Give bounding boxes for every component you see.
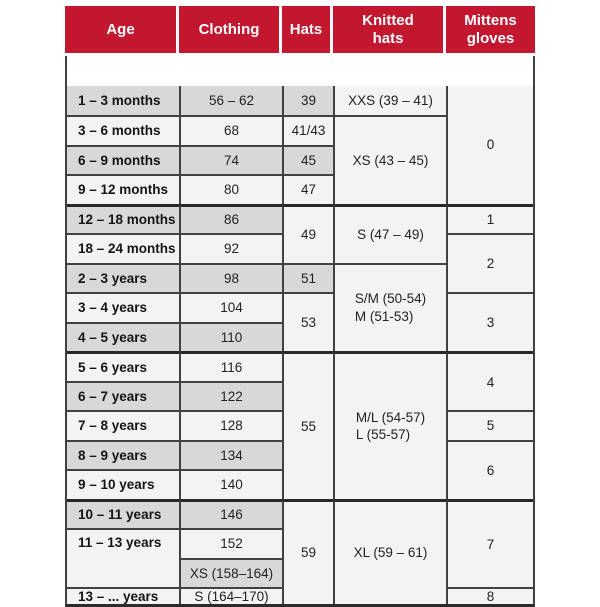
hats-cell: 39: [282, 85, 333, 115]
hats-cell: 47: [282, 174, 333, 204]
clothing-cell: 122: [179, 380, 282, 410]
col-header-hats: Hats: [282, 6, 333, 53]
mittens-cell: 1: [446, 203, 533, 233]
mittens-cell: 5: [446, 410, 533, 440]
age-cell: 5 – 6 years: [67, 351, 179, 381]
col-header-clothing: Clothing: [179, 6, 282, 53]
hats-cell: 51: [282, 262, 333, 292]
clothing-cell: 140: [179, 469, 282, 499]
knitted-hats-lines: M/L (54-57) L (55-57): [355, 409, 426, 443]
clothing-cell: S (164–170): [179, 587, 282, 604]
age-cell: 1 – 3 months: [67, 85, 179, 115]
mittens-cell: 3: [446, 292, 533, 351]
col-header-age: Age: [65, 6, 179, 53]
clothing-cell: 56 – 62: [179, 85, 282, 115]
age-cell: 8 – 9 years: [67, 439, 179, 469]
hats-cell: 49: [282, 203, 333, 263]
clothing-cell: 68: [179, 115, 282, 145]
clothing-cell: 146: [179, 498, 282, 528]
col-header-mittens-gloves: Mittens gloves: [446, 6, 535, 53]
clothing-cell: 98: [179, 262, 282, 292]
clothing-cell: 104: [179, 292, 282, 322]
knitted-hats-cell: XL (59 – 61): [333, 498, 446, 604]
hats-cell: 59: [282, 498, 333, 604]
clothing-cell: 86: [179, 203, 282, 233]
hats-cell: 45: [282, 144, 333, 174]
col-header-knitted-hats: Knitted hats: [333, 6, 446, 53]
age-cell: 13 – ... years: [67, 587, 179, 604]
knitted-hats-cell: XS (43 – 45): [333, 115, 446, 204]
age-cell: 6 – 9 months: [67, 144, 179, 174]
knitted-hats-lines: S/M (50-54) M (51-53): [354, 291, 427, 324]
knitted-hats-cell: M/L (54-57) L (55-57): [333, 351, 446, 499]
clothing-cell: 92: [179, 233, 282, 263]
age-cell: 3 – 4 years: [67, 292, 179, 322]
mittens-cell: 8: [446, 587, 533, 604]
size-chart: Age Clothing Hats Knitted hats Mittens g…: [65, 6, 535, 607]
mittens-cell: 7: [446, 498, 533, 587]
size-chart-table-body: 1 – 3 months 56 – 62 39 XXS (39 – 41) 0 …: [65, 56, 535, 607]
age-cell: 2 – 3 years: [67, 262, 179, 292]
age-cell: 3 – 6 months: [67, 115, 179, 145]
age-cell: 12 – 18 months: [67, 203, 179, 233]
hats-cell: 55: [282, 351, 333, 499]
age-cell: 4 – 5 years: [67, 321, 179, 351]
knitted-hats-cell: S (47 – 49): [333, 203, 446, 263]
age-cell: 10 – 11 years: [67, 498, 179, 528]
clothing-cell: 116: [179, 351, 282, 381]
age-cell: 6 – 7 years: [67, 380, 179, 410]
clothing-cell: XS (158–164): [179, 557, 282, 587]
hats-cell: 41/43: [282, 115, 333, 145]
clothing-cell: 134: [179, 439, 282, 469]
clothing-cell: 80: [179, 174, 282, 204]
clothing-cell: 74: [179, 144, 282, 174]
hats-cell: 53: [282, 292, 333, 351]
knitted-hats-cell: S/M (50-54) M (51-53): [333, 262, 446, 351]
mittens-cell: 4: [446, 351, 533, 410]
age-cell: 7 – 8 years: [67, 410, 179, 440]
mittens-cell: 2: [446, 233, 533, 292]
mittens-cell: 6: [446, 439, 533, 499]
knitted-hats-cell: XXS (39 – 41): [333, 85, 446, 115]
age-cell: 9 – 10 years: [67, 469, 179, 499]
age-cell: 9 – 12 months: [67, 174, 179, 204]
table-header-row: Age Clothing Hats Knitted hats Mittens g…: [65, 6, 535, 53]
clothing-cell: 110: [179, 321, 282, 351]
age-cell: 18 – 24 months: [67, 233, 179, 263]
clothing-cell: 152: [179, 528, 282, 558]
clothing-cell: 128: [179, 410, 282, 440]
age-cell: 11 – 13 years: [67, 528, 179, 587]
mittens-cell: 0: [446, 85, 533, 204]
